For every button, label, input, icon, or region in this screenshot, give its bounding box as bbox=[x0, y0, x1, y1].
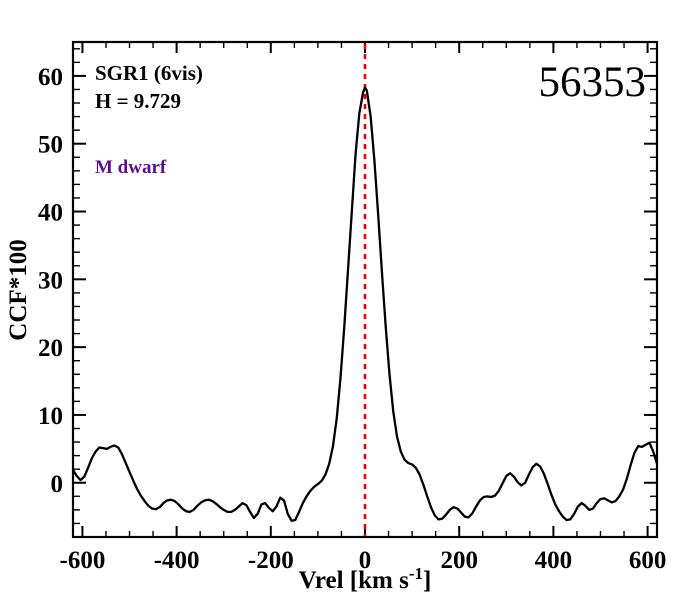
y-axis-title: CCF*100 bbox=[5, 239, 32, 340]
y-tick-label: 40 bbox=[38, 200, 63, 227]
annotation-target-id: SGR1 (6vis) bbox=[95, 61, 203, 85]
y-tick-label: 10 bbox=[38, 403, 63, 430]
y-axis-minor-ticks bbox=[73, 48, 657, 525]
x-axis-title: Vrel [km s-1] bbox=[299, 564, 432, 594]
annotation-magnitude: H = 9.729 bbox=[95, 89, 181, 113]
x-tick-label: 400 bbox=[535, 547, 573, 574]
y-tick-label: 20 bbox=[38, 335, 63, 362]
y-axis-tick-labels: 0 10 20 30 40 50 60 bbox=[38, 64, 63, 498]
x-axis-minor-ticks bbox=[105, 42, 625, 537]
x-tick-label: 200 bbox=[440, 547, 478, 574]
x-tick-label: -400 bbox=[154, 547, 200, 574]
x-tick-label: 0 bbox=[359, 547, 372, 574]
y-axis-major-ticks bbox=[73, 74, 657, 484]
annotation-spectral-class: M dwarf bbox=[95, 157, 167, 178]
y-tick-label: 60 bbox=[38, 64, 63, 91]
y-tick-label: 30 bbox=[38, 267, 63, 294]
y-tick-label: 50 bbox=[38, 132, 63, 159]
y-tick-label: 0 bbox=[51, 471, 64, 498]
x-tick-label: -200 bbox=[248, 547, 294, 574]
observation-date-label: 56353 bbox=[539, 59, 647, 106]
x-axis-tick-labels: -600 -400 -200 0 200 400 600 bbox=[60, 547, 667, 574]
x-tick-label: -600 bbox=[60, 547, 106, 574]
x-tick-label: 600 bbox=[629, 547, 667, 574]
x-axis-major-ticks bbox=[81, 42, 649, 537]
ccf-data-curve bbox=[71, 86, 659, 522]
